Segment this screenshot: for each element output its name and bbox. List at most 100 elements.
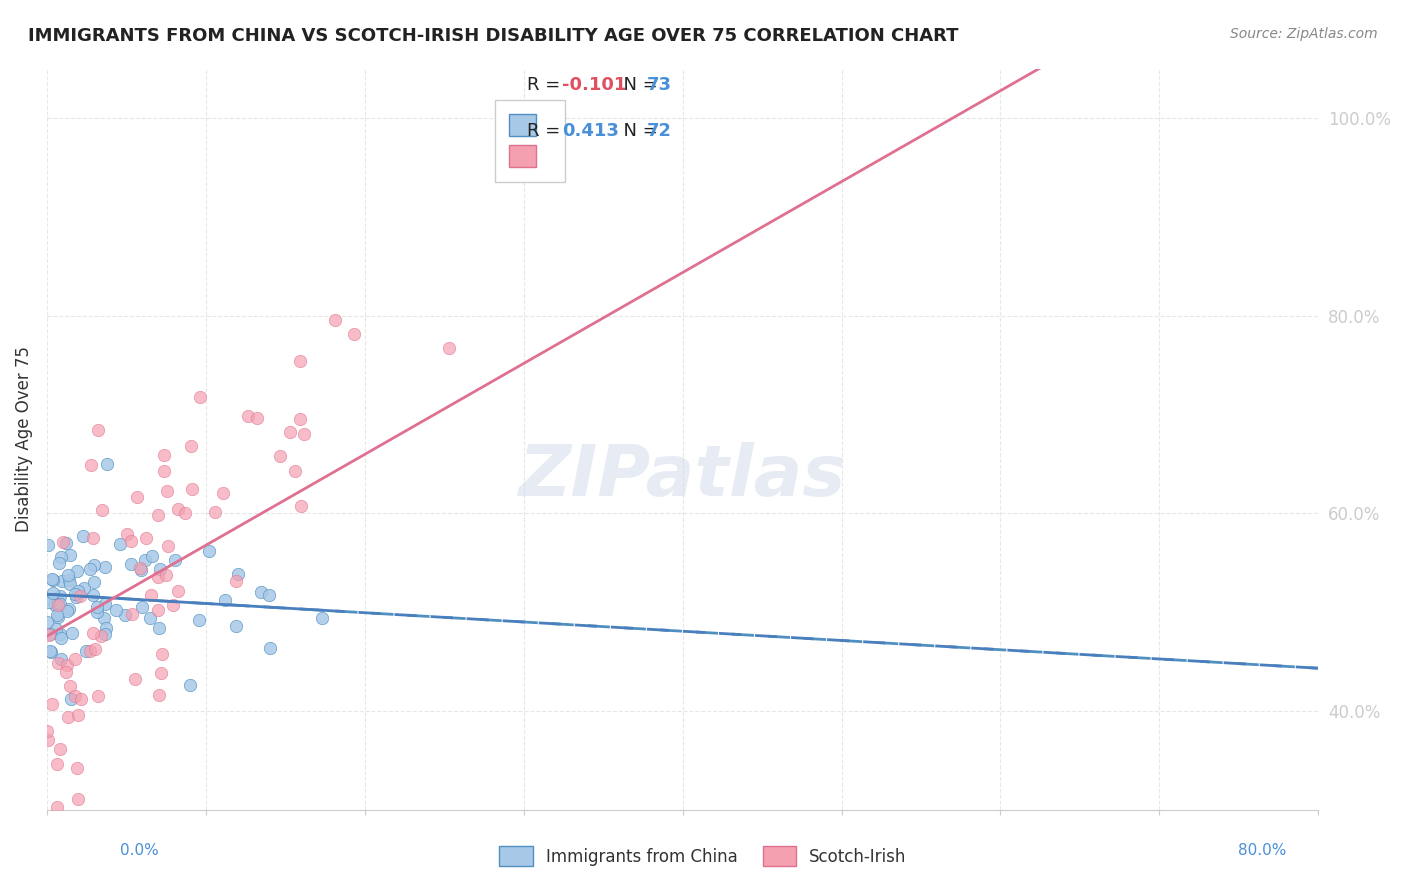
Point [292,426,315,441]
Point [55,536,77,550]
Point [311,611,333,625]
Point [66,791,89,805]
Point [42,586,65,600]
Point [46,657,69,671]
Point [124,672,146,686]
Point [66,761,89,775]
Point [180,439,202,453]
Text: R =: R = [527,122,567,140]
Point [66,565,89,579]
Point [75,644,97,658]
Point [39,593,62,607]
Point [46,594,69,608]
Point [323,313,346,327]
Point [70,691,93,706]
Point [174,506,197,520]
Point [167,584,190,599]
Point [42,573,65,587]
Point [86,605,108,619]
Point [204,505,226,519]
Point [41,572,63,586]
Text: 0.413: 0.413 [562,122,619,140]
Point [134,552,156,566]
Point [94,597,117,611]
Point [79,562,101,576]
Point [59,576,82,591]
Point [63,652,86,666]
Point [65,690,87,704]
Point [96,457,118,471]
Point [59,691,82,706]
Point [157,539,180,553]
Point [38,627,60,641]
Point [38,644,60,658]
Point [129,563,152,577]
Point [108,537,131,551]
Point [48,557,70,571]
Point [114,608,136,623]
Point [150,665,173,680]
Point [152,464,174,478]
Text: 0.0%: 0.0% [120,843,159,858]
Point [52,535,75,549]
Point [51,574,73,589]
Point [163,553,186,567]
Point [212,486,235,500]
Text: 80.0%: 80.0% [1239,843,1286,858]
Point [49,597,72,611]
Text: 72: 72 [647,122,672,140]
Text: ZIPatlas: ZIPatlas [519,442,846,510]
Point [93,611,115,625]
Point [246,410,269,425]
Legend: , : , [495,100,565,182]
Point [37,732,59,747]
Point [46,610,69,624]
Point [38,628,60,642]
Point [148,621,170,635]
Point [79,458,101,472]
Text: -0.101: -0.101 [562,76,627,94]
Point [59,679,82,693]
Point [83,558,105,572]
Point [48,821,70,835]
Point [148,689,170,703]
Point [288,354,311,368]
Point [38,595,60,609]
Point [129,561,152,575]
Point [82,625,104,640]
Point [39,644,62,658]
Point [437,341,460,355]
Point [49,632,72,646]
Point [37,615,59,630]
Point [236,409,259,423]
Text: N =: N = [612,76,664,94]
Point [94,560,117,574]
Text: IMMIGRANTS FROM CHINA VS SCOTCH-IRISH DISABILITY AGE OVER 75 CORRELATION CHART: IMMIGRANTS FROM CHINA VS SCOTCH-IRISH DI… [28,27,959,45]
Point [59,549,82,563]
Point [225,619,247,633]
Point [87,689,110,703]
Point [135,531,157,545]
Point [259,641,281,656]
Point [125,490,148,504]
Point [44,598,66,612]
Point [226,567,249,582]
Point [180,482,202,496]
Point [120,557,142,571]
Point [58,710,80,724]
Point [45,800,67,814]
Legend: Immigrants from China, Scotch-Irish: Immigrants from China, Scotch-Irish [491,838,915,875]
Point [166,501,188,516]
Point [90,629,112,643]
Point [86,599,108,614]
Point [67,583,90,598]
Point [55,665,77,680]
Point [188,614,211,628]
Point [214,592,236,607]
Text: 73: 73 [647,76,672,94]
Point [225,574,247,588]
Point [131,600,153,615]
Point [156,484,179,499]
Point [48,627,70,641]
Point [120,534,142,549]
